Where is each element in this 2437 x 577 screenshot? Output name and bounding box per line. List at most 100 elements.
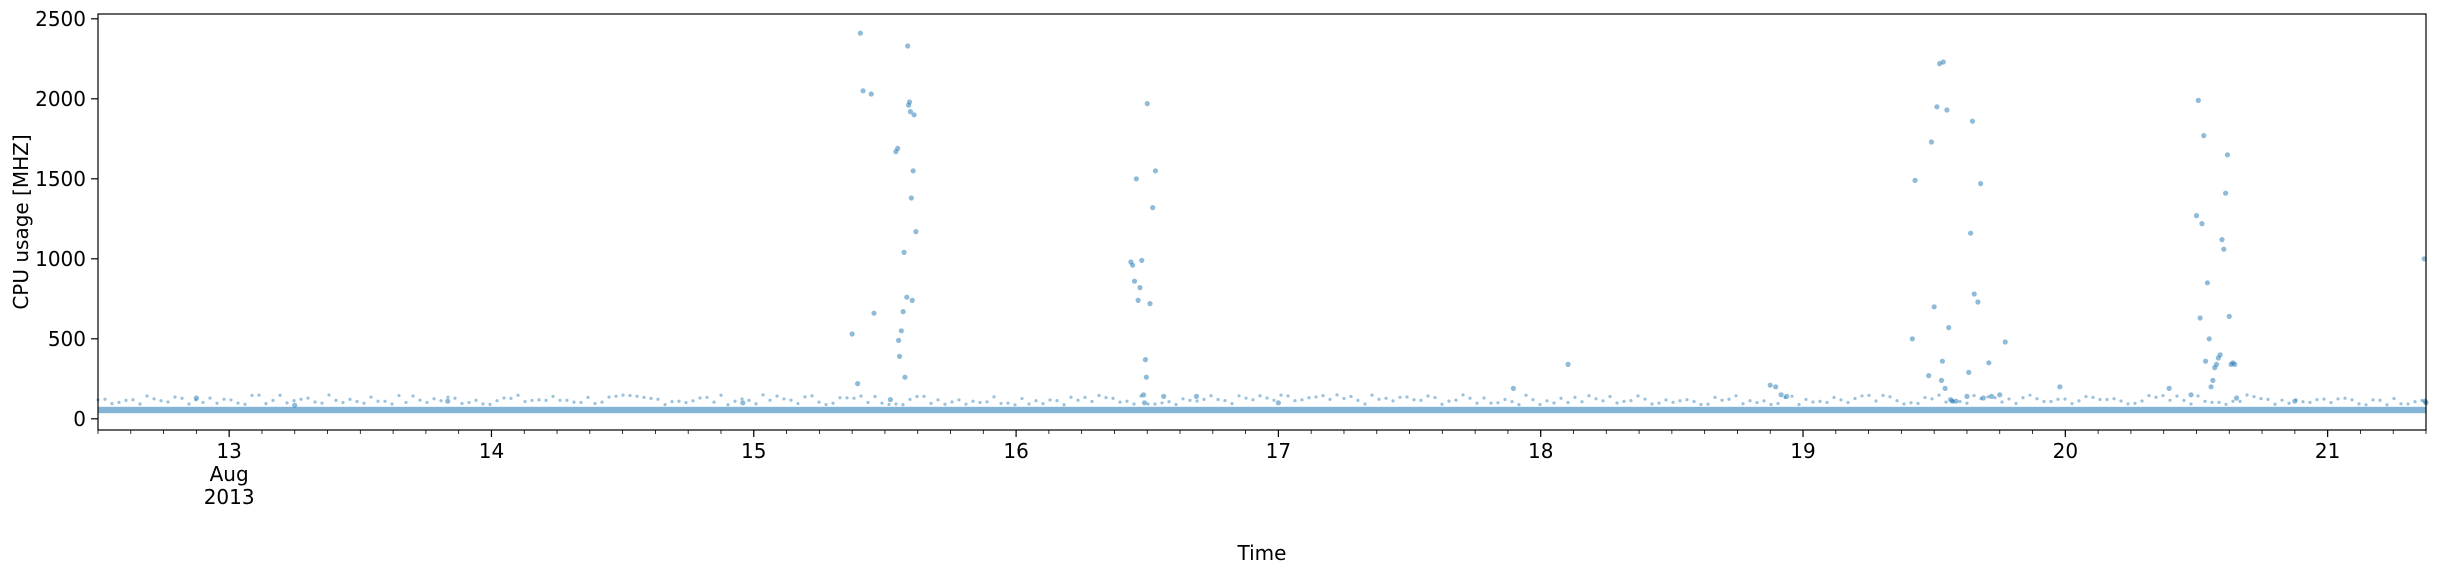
data-point (1778, 392, 1784, 398)
data-point (1143, 374, 1149, 380)
baseline-point (1713, 395, 1717, 399)
baseline-point (1391, 399, 1395, 403)
baseline-point (1251, 398, 1255, 402)
baseline-point (1818, 399, 1822, 403)
baseline-point (1195, 399, 1199, 403)
data-point (2233, 395, 2240, 401)
baseline-point (285, 401, 289, 405)
baseline-point (943, 402, 947, 406)
baseline-point (1545, 399, 1549, 403)
baseline-point (2021, 396, 2025, 400)
data-point (740, 400, 746, 406)
baseline-point (761, 393, 765, 397)
x-tick-label: 17 (1266, 439, 1291, 463)
baseline-point (2161, 393, 2165, 398)
baseline-point (1678, 399, 1682, 403)
baseline-point (1790, 394, 1794, 398)
baseline-point (2371, 398, 2375, 402)
baseline-point (1006, 401, 1010, 405)
baseline-point (1125, 399, 1129, 403)
baseline-point (264, 401, 268, 406)
baseline-point (2147, 393, 2151, 398)
data-point (2202, 358, 2209, 364)
data-point (2224, 152, 2231, 158)
baseline-point (1328, 397, 1332, 401)
baseline-point (2056, 397, 2060, 401)
baseline-point (1475, 401, 1479, 405)
data-point (2166, 385, 2172, 391)
baseline-point (1321, 394, 1325, 398)
baseline-point (1797, 402, 1801, 407)
plot-frame (97, 13, 2427, 431)
baseline-point (859, 394, 863, 398)
baseline-point (1573, 395, 1577, 400)
baseline-point (768, 398, 772, 402)
x-axis: 13 Aug 2013 14 15 16 17 18 19 20 21 (97, 430, 2427, 509)
baseline-point (1986, 395, 1990, 399)
data-point (1140, 392, 1147, 398)
baseline-point (1293, 399, 1297, 403)
data-point (898, 328, 904, 334)
baseline-point (173, 395, 177, 399)
baseline-point (2084, 394, 2088, 399)
data-point (1940, 59, 1946, 65)
baseline-point (1104, 396, 1108, 400)
baseline-point (593, 401, 597, 406)
data-point (292, 402, 298, 408)
baseline-point (467, 400, 471, 405)
baseline-point (1657, 401, 1661, 405)
baseline-point (740, 397, 744, 401)
data-point (857, 30, 863, 36)
baseline-point (1699, 402, 1703, 407)
baseline-point (2315, 397, 2319, 402)
x-tick-label: 19 (1790, 439, 1815, 463)
data-point (1971, 291, 1977, 297)
baseline-point (866, 400, 870, 405)
data-point (1953, 398, 1959, 404)
baseline-point (292, 399, 296, 403)
data-point (900, 309, 906, 315)
baseline-point (1832, 395, 1836, 400)
data-point (910, 168, 916, 174)
baseline-point (2189, 402, 2193, 406)
baseline-point (2154, 395, 2158, 399)
baseline-point (803, 395, 807, 399)
baseline-point (313, 400, 317, 404)
baseline-point (334, 398, 338, 402)
baseline-point (495, 399, 499, 403)
data-point (1949, 398, 1955, 404)
data-point (445, 398, 451, 404)
baseline-point (1769, 402, 1773, 407)
baseline-point (516, 393, 520, 397)
x-tick-label: 13 Aug 2013 (204, 439, 255, 509)
baseline-point (1349, 394, 1353, 399)
baseline-point (677, 399, 681, 403)
baseline-point (544, 398, 548, 403)
baseline-point (2238, 399, 2242, 403)
baseline-point (257, 393, 261, 397)
baseline-point (698, 396, 702, 400)
baseline-point (957, 398, 961, 402)
baseline-point (1559, 396, 1563, 400)
data-point (1784, 393, 1790, 399)
baseline-point (390, 402, 394, 406)
baseline-point (1174, 402, 1178, 407)
baseline-point (1706, 402, 1710, 406)
baseline-point (243, 402, 247, 406)
baseline-point (2077, 399, 2081, 403)
data-point (1150, 205, 1156, 211)
data-point (2208, 384, 2214, 390)
baseline-point (1671, 400, 1675, 404)
baseline-point (782, 397, 786, 401)
baseline-point (922, 394, 926, 398)
data-point (193, 395, 199, 401)
baseline-point (607, 395, 611, 399)
y-tick-label: 0 (73, 407, 86, 431)
baseline-point (2378, 398, 2382, 402)
baseline-point (362, 401, 366, 405)
data-point (2232, 361, 2238, 367)
x-tick-label: 15 (741, 439, 766, 463)
baseline-point (341, 400, 345, 405)
data-point (1942, 385, 1948, 391)
